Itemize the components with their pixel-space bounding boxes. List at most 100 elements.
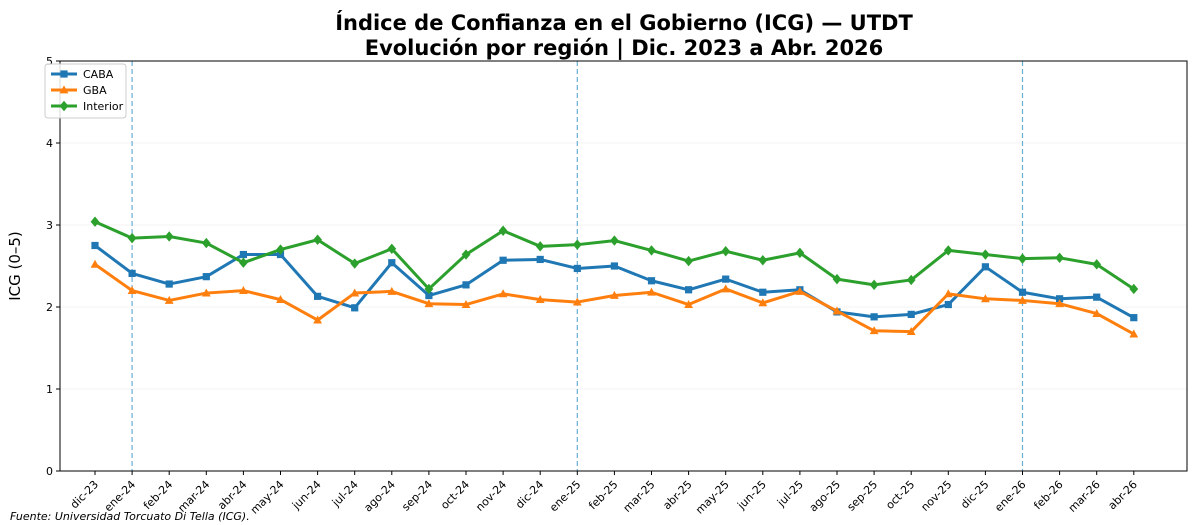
data-point-interior bbox=[721, 246, 731, 257]
x-tick-label: may-24 bbox=[248, 478, 287, 517]
y-tick-label: 0 bbox=[46, 465, 53, 478]
data-point-interior bbox=[832, 273, 842, 285]
data-point-interior bbox=[1092, 259, 1102, 270]
data-point-caba bbox=[388, 259, 396, 267]
data-point-gba bbox=[201, 288, 211, 297]
data-point-caba bbox=[981, 263, 989, 271]
data-point-interior bbox=[424, 283, 434, 295]
data-point-caba bbox=[128, 269, 136, 277]
y-tick-label: 2 bbox=[46, 301, 53, 314]
data-point-caba bbox=[685, 286, 693, 294]
data-point-caba bbox=[91, 241, 99, 250]
data-point-caba bbox=[239, 250, 247, 259]
data-point-interior bbox=[461, 249, 471, 260]
data-point-gba bbox=[684, 299, 693, 308]
data-point-interior bbox=[313, 234, 322, 245]
data-point-interior bbox=[610, 235, 619, 246]
data-point-caba bbox=[1056, 295, 1064, 303]
data-point-gba bbox=[239, 286, 248, 294]
x-tick-label: ago-25 bbox=[807, 478, 844, 515]
series-interior bbox=[90, 216, 1139, 295]
x-tick-label: sep-25 bbox=[845, 478, 881, 514]
data-point-interior bbox=[201, 237, 211, 249]
data-point-gba bbox=[1129, 329, 1139, 338]
data-point-interior bbox=[239, 257, 248, 268]
data-point-caba bbox=[907, 310, 915, 318]
data-point-caba bbox=[1130, 314, 1138, 322]
data-point-interior bbox=[684, 255, 693, 267]
data-point-gba bbox=[424, 299, 434, 308]
series-gba bbox=[90, 259, 1139, 338]
data-point-gba bbox=[498, 289, 508, 298]
x-tick-label: mar-25 bbox=[621, 478, 658, 515]
data-point-caba bbox=[759, 288, 767, 296]
data-point-caba bbox=[1018, 288, 1027, 296]
data-point-interior bbox=[906, 274, 916, 286]
data-point-caba bbox=[314, 292, 322, 300]
legend-marker-interior bbox=[59, 100, 69, 112]
x-tick-label: dic-24 bbox=[513, 478, 546, 511]
data-point-gba bbox=[572, 297, 582, 306]
data-point-gba bbox=[1018, 295, 1027, 304]
data-point-interior bbox=[758, 255, 768, 266]
data-point-interior bbox=[387, 243, 397, 254]
legend-label-gba: GBA bbox=[83, 84, 107, 97]
data-point-gba bbox=[610, 290, 619, 299]
data-point-interior bbox=[869, 279, 879, 291]
x-tick-label: abr-26 bbox=[1106, 478, 1140, 512]
x-tick-label: jun-24 bbox=[289, 478, 324, 513]
data-point-gba bbox=[721, 284, 731, 293]
data-point-interior bbox=[127, 232, 137, 244]
data-point-interior bbox=[981, 249, 990, 260]
chart-title: Índice de Confianza en el Gobierno (ICG)… bbox=[335, 10, 913, 35]
data-point-interior bbox=[943, 245, 953, 256]
x-tick-label: jun-25 bbox=[734, 478, 769, 513]
data-point-caba bbox=[536, 255, 544, 264]
data-point-caba bbox=[610, 262, 618, 270]
data-point-caba bbox=[1093, 293, 1101, 301]
data-point-gba bbox=[981, 294, 990, 303]
data-point-interior bbox=[350, 258, 360, 269]
chart-subtitle: Evolución por región | Dic. 2023 a Abr. … bbox=[365, 36, 884, 61]
x-tick-label: jul-24 bbox=[329, 478, 361, 510]
y-tick-label: 3 bbox=[46, 219, 53, 232]
data-point-gba bbox=[832, 306, 842, 315]
x-tick-label: nov-24 bbox=[473, 478, 509, 514]
data-point-gba bbox=[943, 289, 953, 298]
data-point-caba bbox=[202, 273, 210, 281]
y-axis: 0 1 2 3 4 5 bbox=[46, 55, 60, 478]
data-point-caba bbox=[351, 304, 359, 312]
y-tick-label: 1 bbox=[46, 383, 53, 396]
x-tick-label: feb-24 bbox=[141, 478, 175, 512]
legend-marker-caba bbox=[60, 70, 68, 78]
data-point-gba bbox=[758, 298, 768, 307]
x-tick-label: nov-25 bbox=[918, 478, 954, 514]
data-point-interior bbox=[276, 244, 285, 255]
gridlines bbox=[60, 60, 1187, 472]
source-note: Fuente: Universidad Torcuato Di Tella (I… bbox=[10, 510, 250, 523]
data-point-interior bbox=[164, 231, 174, 242]
y-tick-label: 5 bbox=[46, 55, 53, 68]
data-point-gba bbox=[387, 286, 397, 295]
y-axis-label: ICG (0–5) bbox=[6, 231, 24, 301]
x-tick-label: mar-26 bbox=[1066, 478, 1103, 515]
data-point-interior bbox=[90, 216, 100, 227]
data-point-gba bbox=[647, 287, 656, 296]
legend: CABA GBA Interior bbox=[44, 63, 127, 119]
x-tick-label: sep-24 bbox=[399, 478, 435, 514]
data-point-caba bbox=[944, 300, 952, 309]
plot-frame bbox=[59, 60, 1188, 472]
data-point-gba bbox=[1092, 308, 1102, 317]
data-point-caba bbox=[870, 313, 878, 321]
data-point-gba bbox=[535, 295, 545, 304]
x-tick-label: ago-24 bbox=[361, 478, 398, 515]
data-point-caba bbox=[462, 281, 470, 289]
data-point-gba bbox=[350, 288, 360, 297]
x-tick-label: ene-26 bbox=[992, 478, 1028, 514]
data-point-gba bbox=[90, 259, 100, 268]
x-tick-label: oct-25 bbox=[883, 478, 917, 512]
data-point-gba bbox=[906, 327, 916, 335]
data-point-caba bbox=[722, 275, 730, 283]
data-point-caba bbox=[165, 280, 173, 288]
